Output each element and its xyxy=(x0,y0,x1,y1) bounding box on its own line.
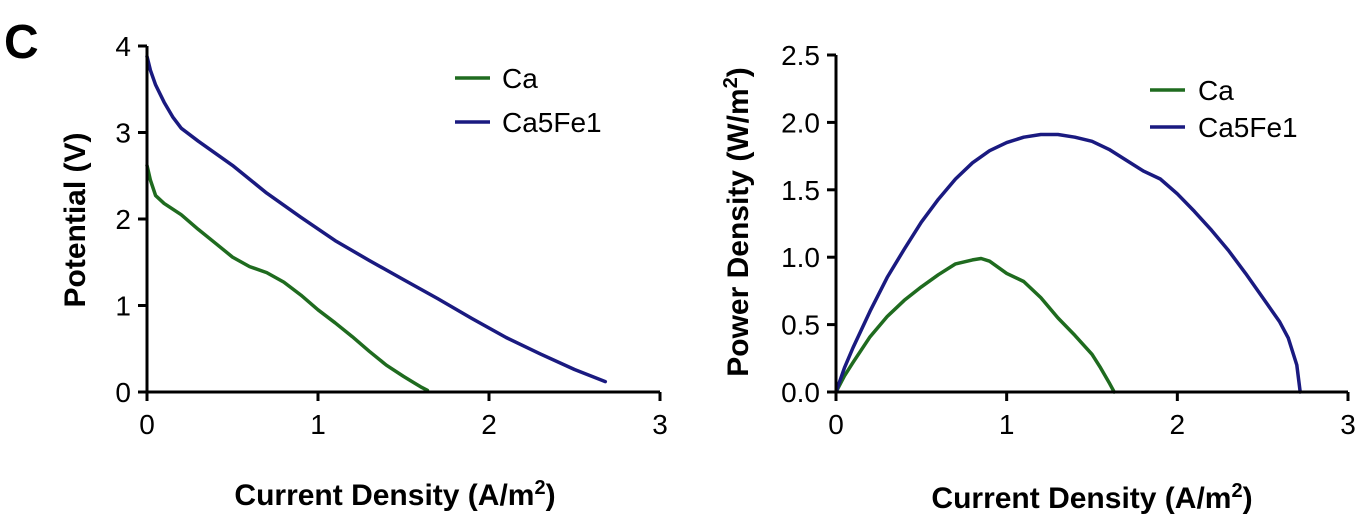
potential-xtick-label: 0 xyxy=(139,409,155,440)
potential-ticks: 0 1 2 3 0 1 2 3 4 xyxy=(115,31,667,440)
potential-axes xyxy=(145,46,660,394)
potential-series-ca xyxy=(145,163,430,393)
potential-series-group xyxy=(145,54,608,393)
power-ticks: 0 1 2 3 0.0 0.5 1.0 1.5 2.0 2.5 xyxy=(781,40,1356,440)
potential-ytick-label: 3 xyxy=(115,118,131,149)
power-ytick-label: 0.5 xyxy=(781,310,820,341)
legend-label-ca5fe1: Ca5Fe1 xyxy=(502,107,602,138)
potential-xtick-label: 2 xyxy=(481,409,497,440)
legend-label-ca5fe1: Ca5Fe1 xyxy=(1198,112,1298,143)
potential-legend: Ca Ca5Fe1 xyxy=(455,63,602,138)
potential-ytick-label: 4 xyxy=(115,31,131,62)
potential-ytick-label: 0 xyxy=(115,377,131,408)
power-ylabel: Power Density (W/m2) xyxy=(720,67,755,377)
power-xlabel: Current Density (A/m2) xyxy=(931,480,1252,515)
legend-label-ca: Ca xyxy=(1198,75,1234,106)
power-xtick-label: 2 xyxy=(1170,409,1186,440)
power-xtick-label: 3 xyxy=(1340,409,1356,440)
power-series-ca5fe1 xyxy=(834,132,1302,394)
legend-label-ca: Ca xyxy=(502,63,538,94)
power-series-group xyxy=(834,132,1302,394)
panel-label: C xyxy=(4,16,39,69)
potential-xtick-label: 3 xyxy=(652,409,668,440)
potential-ytick-label: 2 xyxy=(115,204,131,235)
potential-xtick-label: 1 xyxy=(310,409,326,440)
potential-ylabel: Potential (V) xyxy=(59,132,92,307)
power-ytick-label: 0.0 xyxy=(781,377,820,408)
power-series-ca xyxy=(834,256,1116,394)
potential-xlabel: Current Density (A/m2) xyxy=(234,477,555,512)
power-ytick-label: 2.0 xyxy=(781,107,820,138)
potential-series-ca5fe1 xyxy=(145,54,608,384)
power-ytick-label: 2.5 xyxy=(781,40,820,71)
power-axes xyxy=(834,55,1348,394)
potential-ytick-label: 1 xyxy=(115,291,131,322)
power-xtick-label: 1 xyxy=(999,409,1015,440)
power-chart: 0 1 2 3 0.0 0.5 1.0 1.5 2.0 2.5 Ca Ca5Fe1 Current… xyxy=(720,40,1356,515)
power-ytick-label: 1.0 xyxy=(781,242,820,273)
power-xtick-label: 0 xyxy=(828,409,844,440)
power-ytick-label: 1.5 xyxy=(781,175,820,206)
power-legend: Ca Ca5Fe1 xyxy=(1150,75,1298,143)
potential-chart: 0 1 2 3 0 1 2 3 4 Ca Ca5Fe1 Current Density (A/m… xyxy=(59,31,668,512)
